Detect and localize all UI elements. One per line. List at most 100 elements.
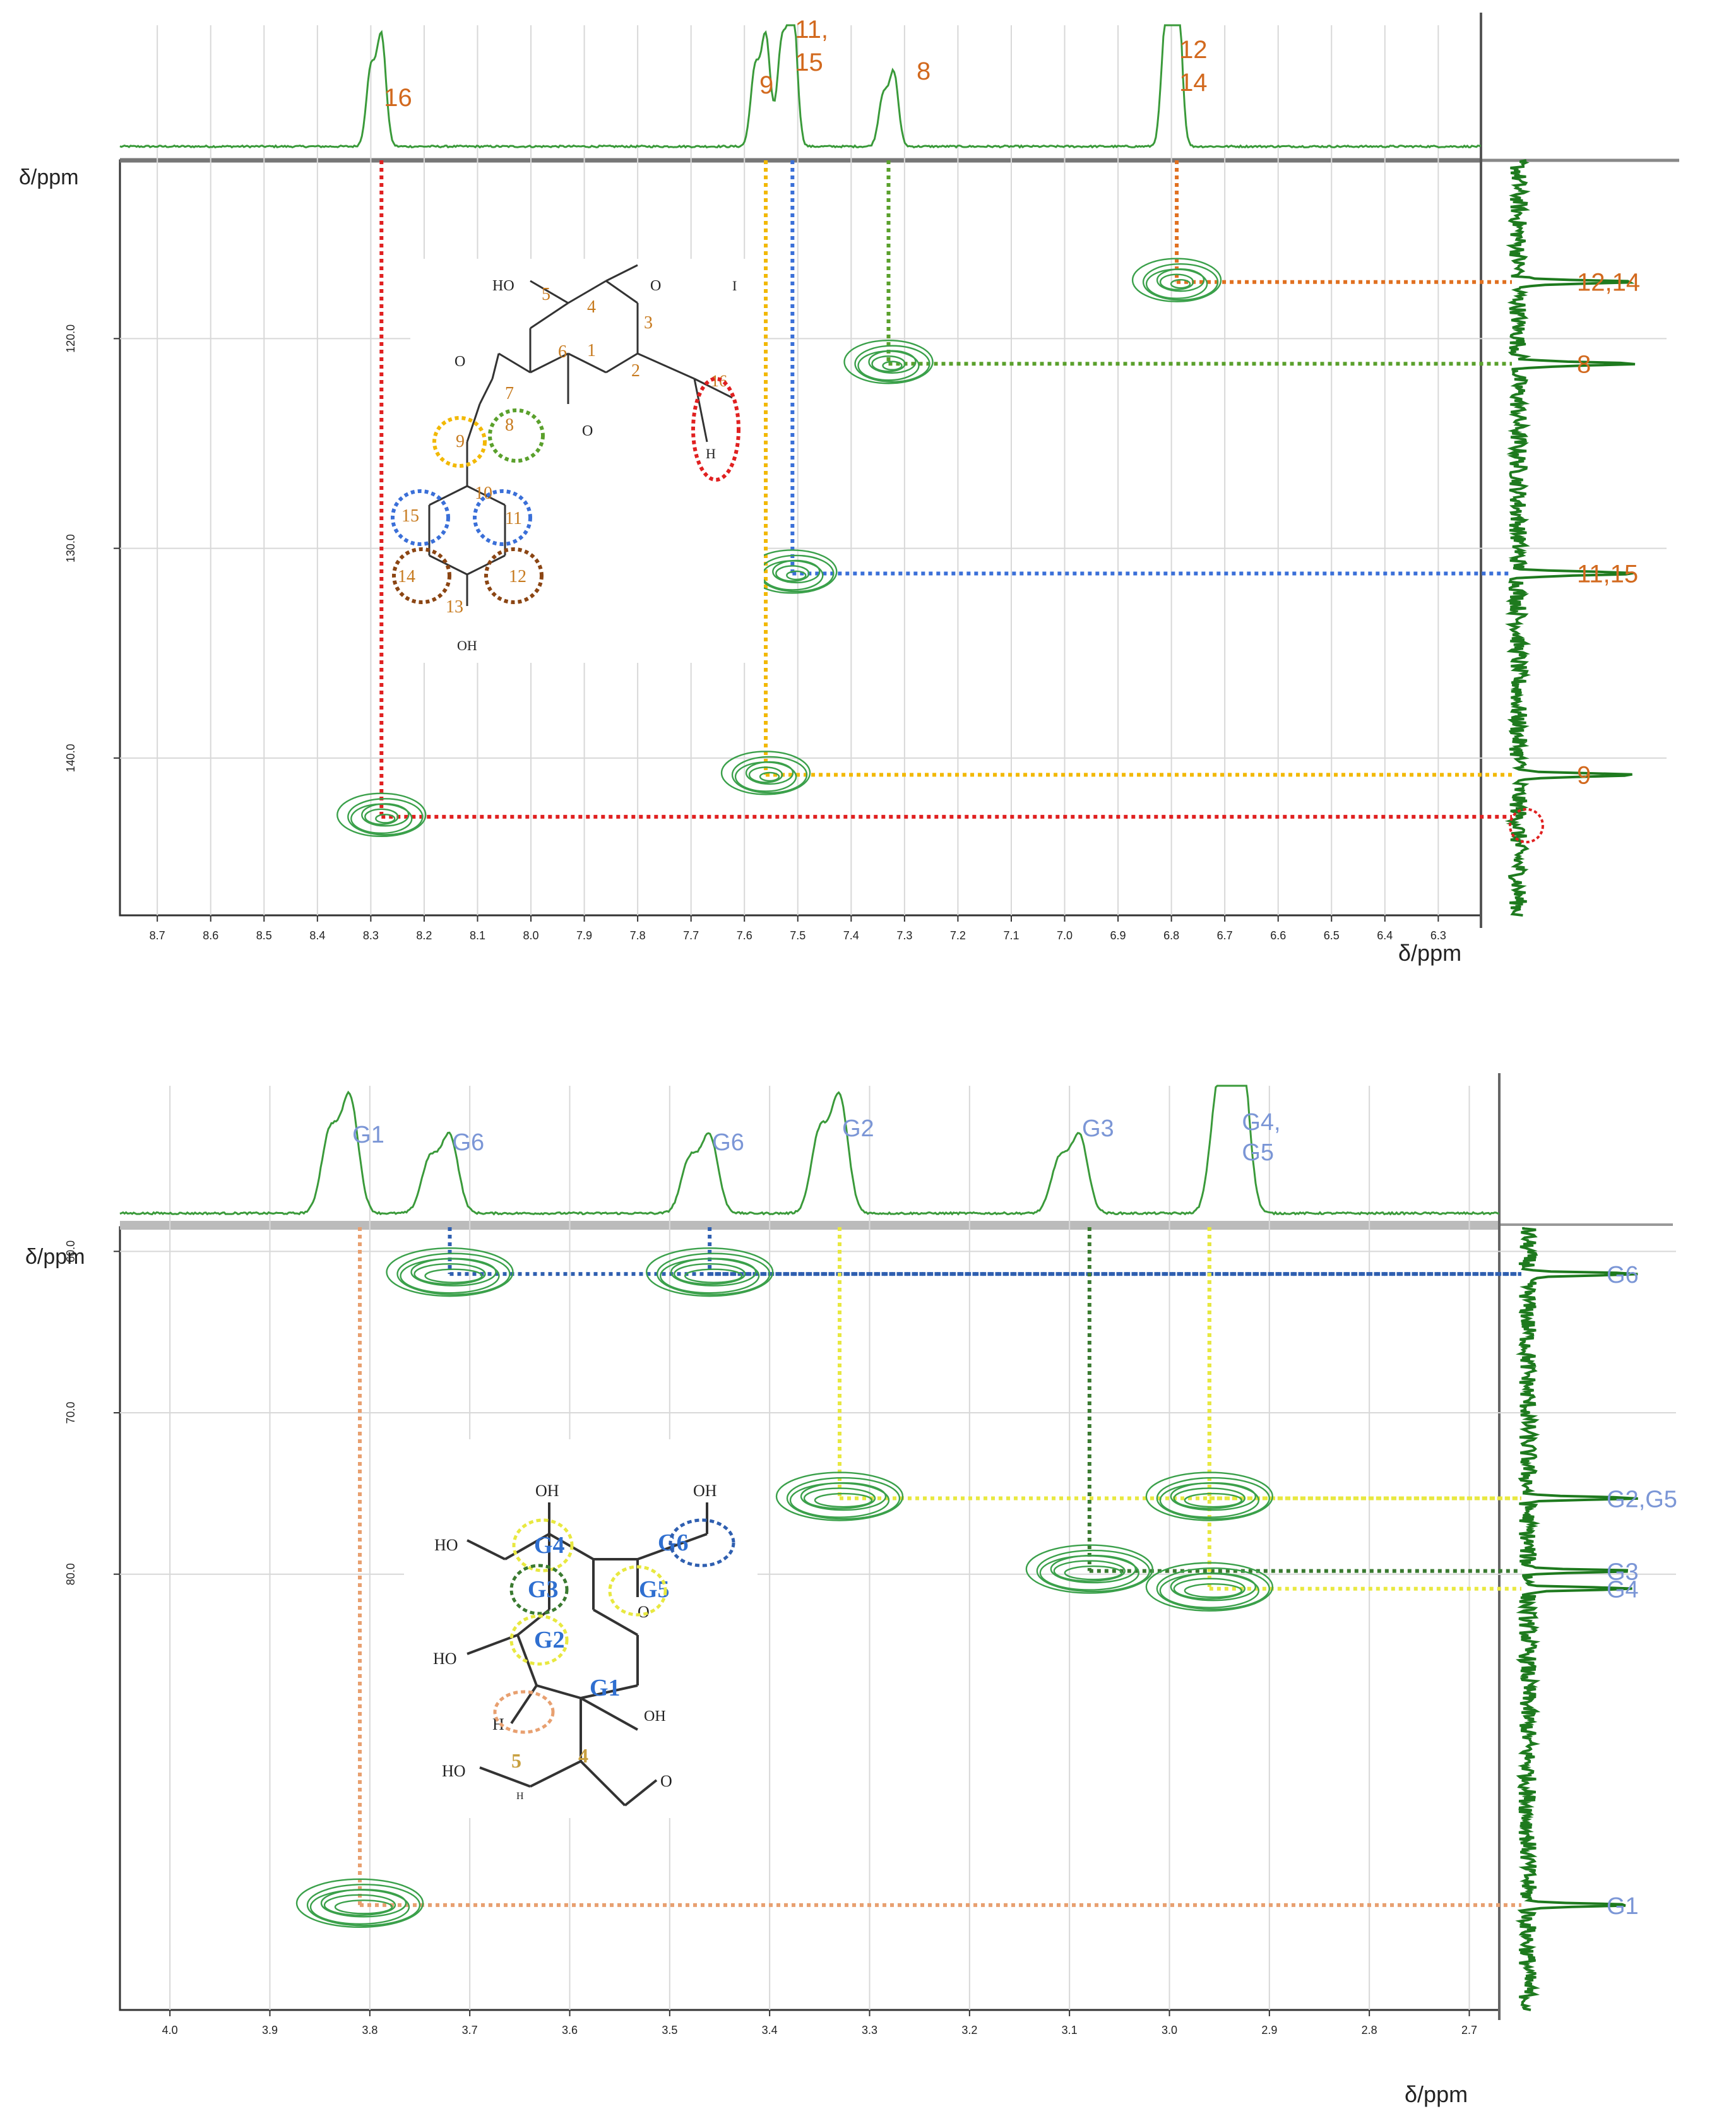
contour-ring [1184,1492,1243,1508]
x-tick-label: 3.3 [862,2024,877,2036]
molecule-1-highlight-11 [473,489,532,546]
x-tick-label: 7.7 [683,929,699,942]
molecule-1-highlight-15 [391,489,450,546]
contour-ring [1170,1482,1257,1511]
molecule-2-bond [536,1684,581,1699]
molecule-1-o-side: O [455,354,465,370]
cross-peak-G5 [1145,1471,1274,1521]
molecule-2-h-small: H [516,1791,524,1802]
carbon-peak-label: G2,G5 [1607,1487,1677,1513]
y-tick-label: 140.0 [64,744,77,772]
molecule-2-o-ring: O [638,1603,650,1621]
contour-ring [1036,1549,1151,1593]
molecule-2-bond [467,1539,506,1560]
molecule-1-bond [467,485,506,506]
x-tick-label: 2.8 [1362,2024,1377,2036]
proton-peak-label: G6 [453,1129,485,1156]
proton-peak-label: 8 [917,57,930,85]
contour-ring [396,1252,511,1295]
contour-ring [748,766,783,783]
contour-ring [306,1884,421,1927]
contour-ring [1170,1572,1257,1602]
molecule-2-bond [580,1760,626,1807]
contour-ring [320,1889,407,1918]
contour-ring [1131,258,1222,302]
molecule-2-o-ald: O [660,1772,672,1790]
molecule-2-bond [580,1684,638,1699]
x-tick-label: 3.7 [462,2024,478,2036]
proton-peak-label: G2 [842,1115,874,1142]
molecule-1-o3: O [650,278,661,294]
carbon-peak-label: G1 [1607,1893,1639,1920]
contour-ring [336,792,427,838]
x-tick-label: 8.0 [523,929,539,942]
molecule-2-bond [593,1608,638,1636]
molecule-1-atom-2: 2 [631,361,640,381]
carbon-16-marker [1509,808,1544,843]
x-tick-label: 7.4 [843,929,859,942]
molecule-1-bond [491,353,500,379]
x-axis-label-1: δ/ppm [1398,940,1461,966]
contour-ring [720,751,811,795]
proton-peak-label: 14 [1179,69,1208,97]
x-tick-label: 6.6 [1270,929,1286,942]
contour-ring [1145,1562,1274,1612]
molecule-1-bond [568,280,607,304]
molecule-1-highlight-8 [488,408,545,463]
molecule-1-oh: OH [457,638,477,653]
x-tick-label: 8.6 [203,929,218,942]
molecule-2-highlight-g5 [608,1565,667,1617]
x-tick-label: 7.8 [630,929,646,942]
molecule-1-atom-8: 8 [505,415,514,435]
x-tick-label: 2.9 [1261,2024,1277,2036]
contour-ring [871,355,906,372]
cross-peak-9 [720,751,811,795]
cross-peak-G6b [645,1247,774,1297]
contour-ring [786,1477,901,1520]
molecule-2-highlight-g6 [669,1518,735,1567]
molecule-1-bond [429,554,468,576]
molecule-2-bond [637,1533,708,1560]
y-tick-label: 120.0 [64,324,77,353]
contour-ring [731,756,808,794]
molecule-2-g3: G3 [528,1576,559,1603]
proton-peak-label: 15 [795,49,823,76]
molecule-1-atom-13: 13 [446,597,463,617]
contour-ring [1173,1578,1246,1600]
proton-spectrum [119,1085,1500,1216]
y-tick-label: 80.0 [64,1563,77,1585]
contour-ring [684,1268,743,1283]
x-tick-label: 3.6 [562,2024,578,2036]
molecule-2-g4: G4 [534,1532,565,1559]
contour-ring [295,1878,424,1929]
carbon-peak-label: G3 [1607,1559,1639,1586]
molecule-1-atom-9: 9 [456,432,465,451]
proton-peak-label: G5 [1242,1139,1274,1166]
molecule-1-bond [479,378,494,405]
contour-ring [656,1252,771,1295]
x-tick-label: 3.9 [262,2024,278,2036]
molecule-2-highlight-g3 [509,1564,569,1615]
carbon-peak-label: G6 [1607,1262,1639,1288]
x-tick-label: 7.3 [896,929,912,942]
x-tick-label: 6.7 [1217,929,1233,942]
proton-peak-label: G6 [712,1129,744,1156]
cross-peak-16 [336,792,427,838]
contour-ring [882,360,903,371]
molecule-1-atom-14: 14 [398,567,415,586]
contour-ring [745,761,794,785]
contour-ring [800,1482,887,1511]
x-tick-label: 2.7 [1461,2024,1477,2036]
molecule-2-highlight-g2 [509,1614,569,1666]
cross-peak-G3 [1025,1544,1154,1594]
x-tick-label: 7.1 [1003,929,1019,942]
proton-peak-label: 16 [384,84,412,112]
molecule-1-h16: H [706,446,716,461]
molecule-2-oh-1: OH [535,1482,559,1500]
molecule-1-bond [466,403,481,443]
contour-ring [1159,273,1194,290]
contour-ring [775,1471,904,1521]
proton-peak-label: G3 [1082,1115,1114,1142]
molecule-1-bond [530,302,569,330]
x-tick-label: 7.6 [737,929,752,942]
